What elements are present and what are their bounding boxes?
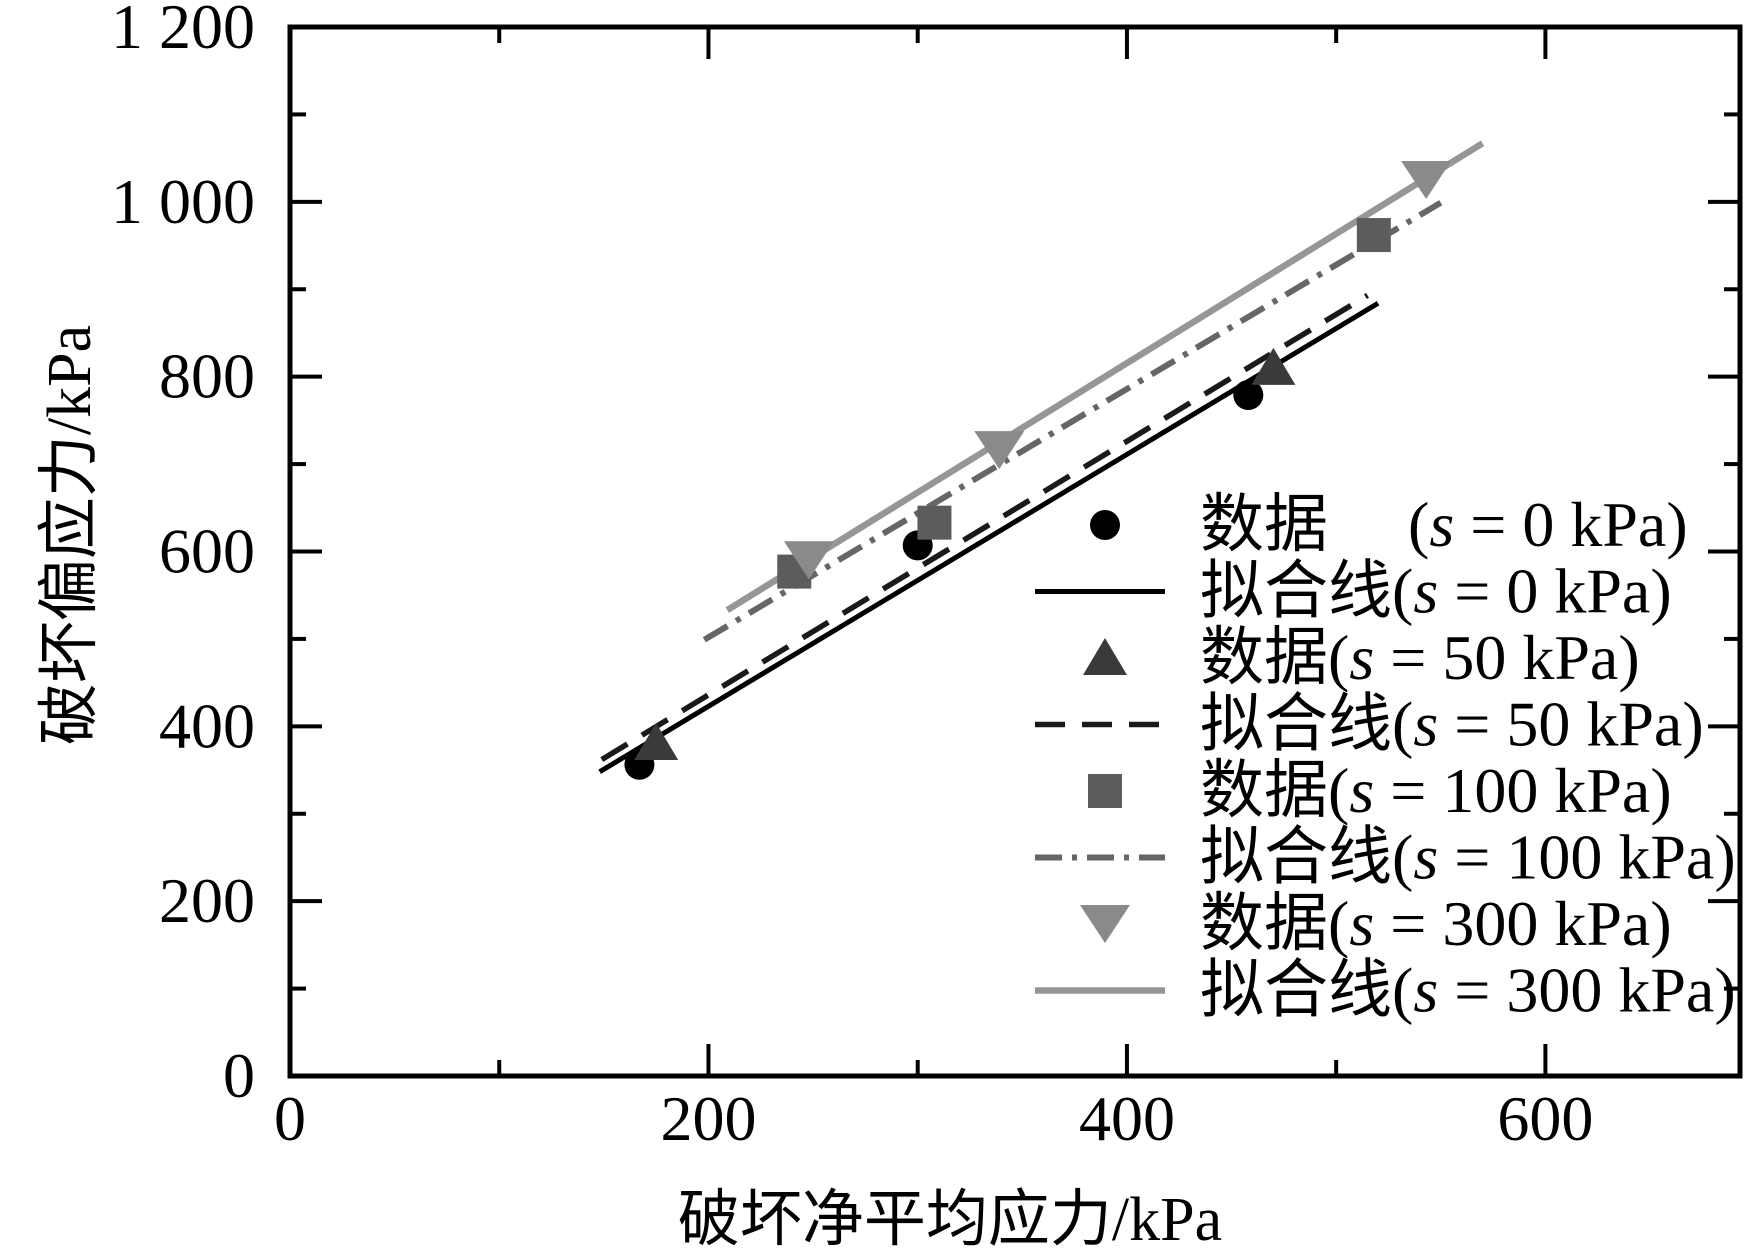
legend-marker-circle: [1090, 510, 1120, 540]
data-point-data-s300: [1401, 160, 1452, 199]
data-point-data-s50: [634, 722, 679, 760]
data-point-data-s50: [1251, 347, 1296, 385]
x-tick-label: 600: [1497, 1083, 1593, 1154]
legend-label: 拟合线(s = 0 kPa): [1200, 556, 1672, 627]
x-axis-title: 破坏净平均应力/kPa: [678, 1186, 1222, 1251]
legend-label: 拟合线(s = 100 kPa): [1200, 822, 1736, 893]
data-point-data-s300: [783, 541, 834, 580]
y-axis-title: 破坏偏应力/kPa: [36, 325, 104, 745]
legend-label: 数据(s = 100 kPa): [1200, 755, 1672, 826]
x-tick-label: 200: [660, 1083, 756, 1154]
legend-fit-s100: 拟合线(s = 100 kPa): [1035, 822, 1736, 893]
data-point-data-s0: [1233, 380, 1264, 411]
data-point-data-s300: [974, 431, 1025, 470]
legend-label: 拟合线(s = 300 kPa): [1200, 955, 1736, 1026]
y-tick-label: 800: [159, 341, 255, 412]
fit-line-fit-s300: [725, 140, 1485, 613]
y-tick-label: 600: [159, 516, 255, 587]
legend-fit-s50: 拟合线(s = 50 kPa): [1035, 689, 1704, 760]
legend-fit-s300: 拟合线(s = 300 kPa): [1035, 955, 1736, 1026]
y-tick-label: 0: [223, 1040, 255, 1111]
legend-fit-s0: 拟合线(s = 0 kPa): [1035, 556, 1672, 627]
legend-data-s50: 数据(s = 50 kPa): [1083, 622, 1640, 693]
legend-label: 拟合线(s = 50 kPa): [1200, 689, 1704, 760]
legend-data-s0: 数据 (s = 0 kPa): [1090, 489, 1688, 560]
legend-label: 数据(s = 300 kPa): [1200, 888, 1672, 959]
legend-label: 数据 (s = 0 kPa): [1200, 489, 1688, 560]
y-tick-label: 1 200: [111, 0, 255, 62]
fit-line-fit-s100: [702, 200, 1443, 643]
fit-line-fit-s50: [600, 293, 1369, 762]
legend-marker-triangle-down: [1080, 905, 1130, 943]
data-point-data-s100: [1356, 218, 1391, 253]
legend-marker-triangle-up: [1083, 638, 1127, 675]
legend-data-s100: 数据(s = 100 kPa): [1088, 755, 1672, 826]
legend-marker-square: [1088, 774, 1122, 808]
x-tick-label: 0: [274, 1083, 306, 1154]
y-tick-label: 200: [159, 865, 255, 936]
x-tick-label: 400: [1079, 1083, 1175, 1154]
y-tick-label: 400: [159, 690, 255, 761]
legend-data-s300: 数据(s = 300 kPa): [1080, 888, 1672, 959]
y-tick-label: 1 000: [111, 166, 255, 237]
legend-label: 数据(s = 50 kPa): [1200, 622, 1640, 693]
data-point-data-s100: [917, 505, 952, 540]
